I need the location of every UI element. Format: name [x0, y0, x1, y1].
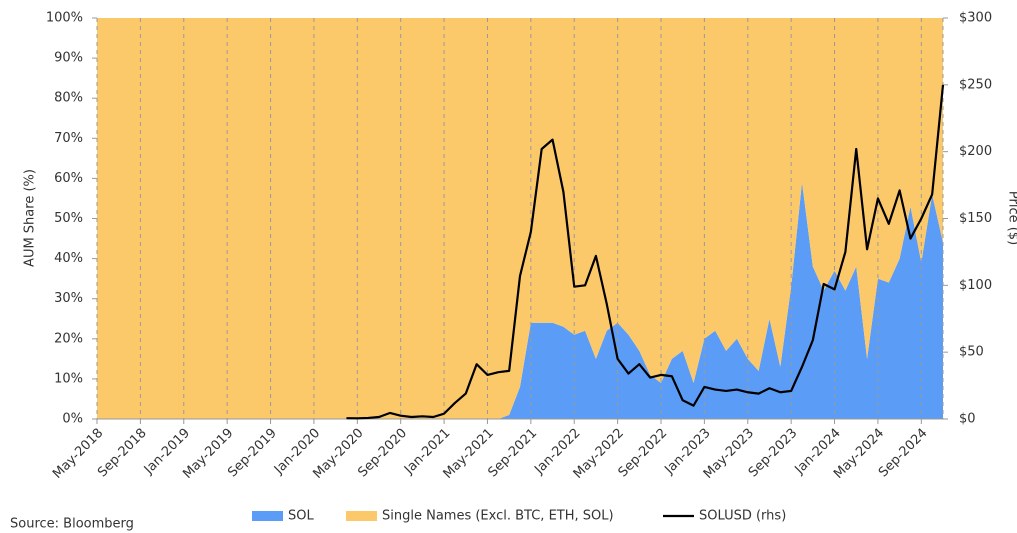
- y2-tick-label: $300: [959, 11, 992, 26]
- y-tick-label: 10%: [54, 371, 83, 386]
- y2-tick-label: $250: [959, 77, 992, 92]
- legend-label: Single Names (Excl. BTC, ETH, SOL): [382, 509, 614, 524]
- y-tick-label: 30%: [54, 291, 83, 306]
- y2-tick-label: $100: [959, 278, 992, 293]
- y-axis-title: AUM Share (%): [23, 169, 38, 267]
- y-tick-label: 80%: [54, 91, 83, 106]
- y2-tick-label: $50: [959, 345, 984, 360]
- legend-swatch: [346, 511, 377, 521]
- source: Source: Bloomberg: [10, 517, 134, 532]
- y2-tick-label: $200: [959, 144, 992, 159]
- y2-tick-label: $0: [959, 412, 976, 427]
- area: [97, 182, 943, 419]
- y-tick-label: 50%: [54, 211, 83, 226]
- y-tick-label: 40%: [54, 251, 83, 266]
- y-tick-label: 70%: [54, 131, 83, 146]
- legend-label: SOL: [288, 509, 314, 524]
- y-tick-label: 90%: [54, 51, 83, 66]
- legend-swatch: [252, 511, 283, 521]
- y-tick-label: 0%: [62, 412, 83, 427]
- area: [97, 18, 943, 419]
- y-tick-label: 100%: [46, 11, 83, 26]
- legend-label: SOLUSD (rhs): [699, 509, 786, 524]
- y2-tick-label: $150: [959, 211, 992, 226]
- y2-axis-title: Price ($): [1006, 191, 1017, 245]
- y-tick-label: 60%: [54, 171, 83, 186]
- y-tick-label: 20%: [54, 331, 83, 346]
- line: [346, 84, 945, 420]
